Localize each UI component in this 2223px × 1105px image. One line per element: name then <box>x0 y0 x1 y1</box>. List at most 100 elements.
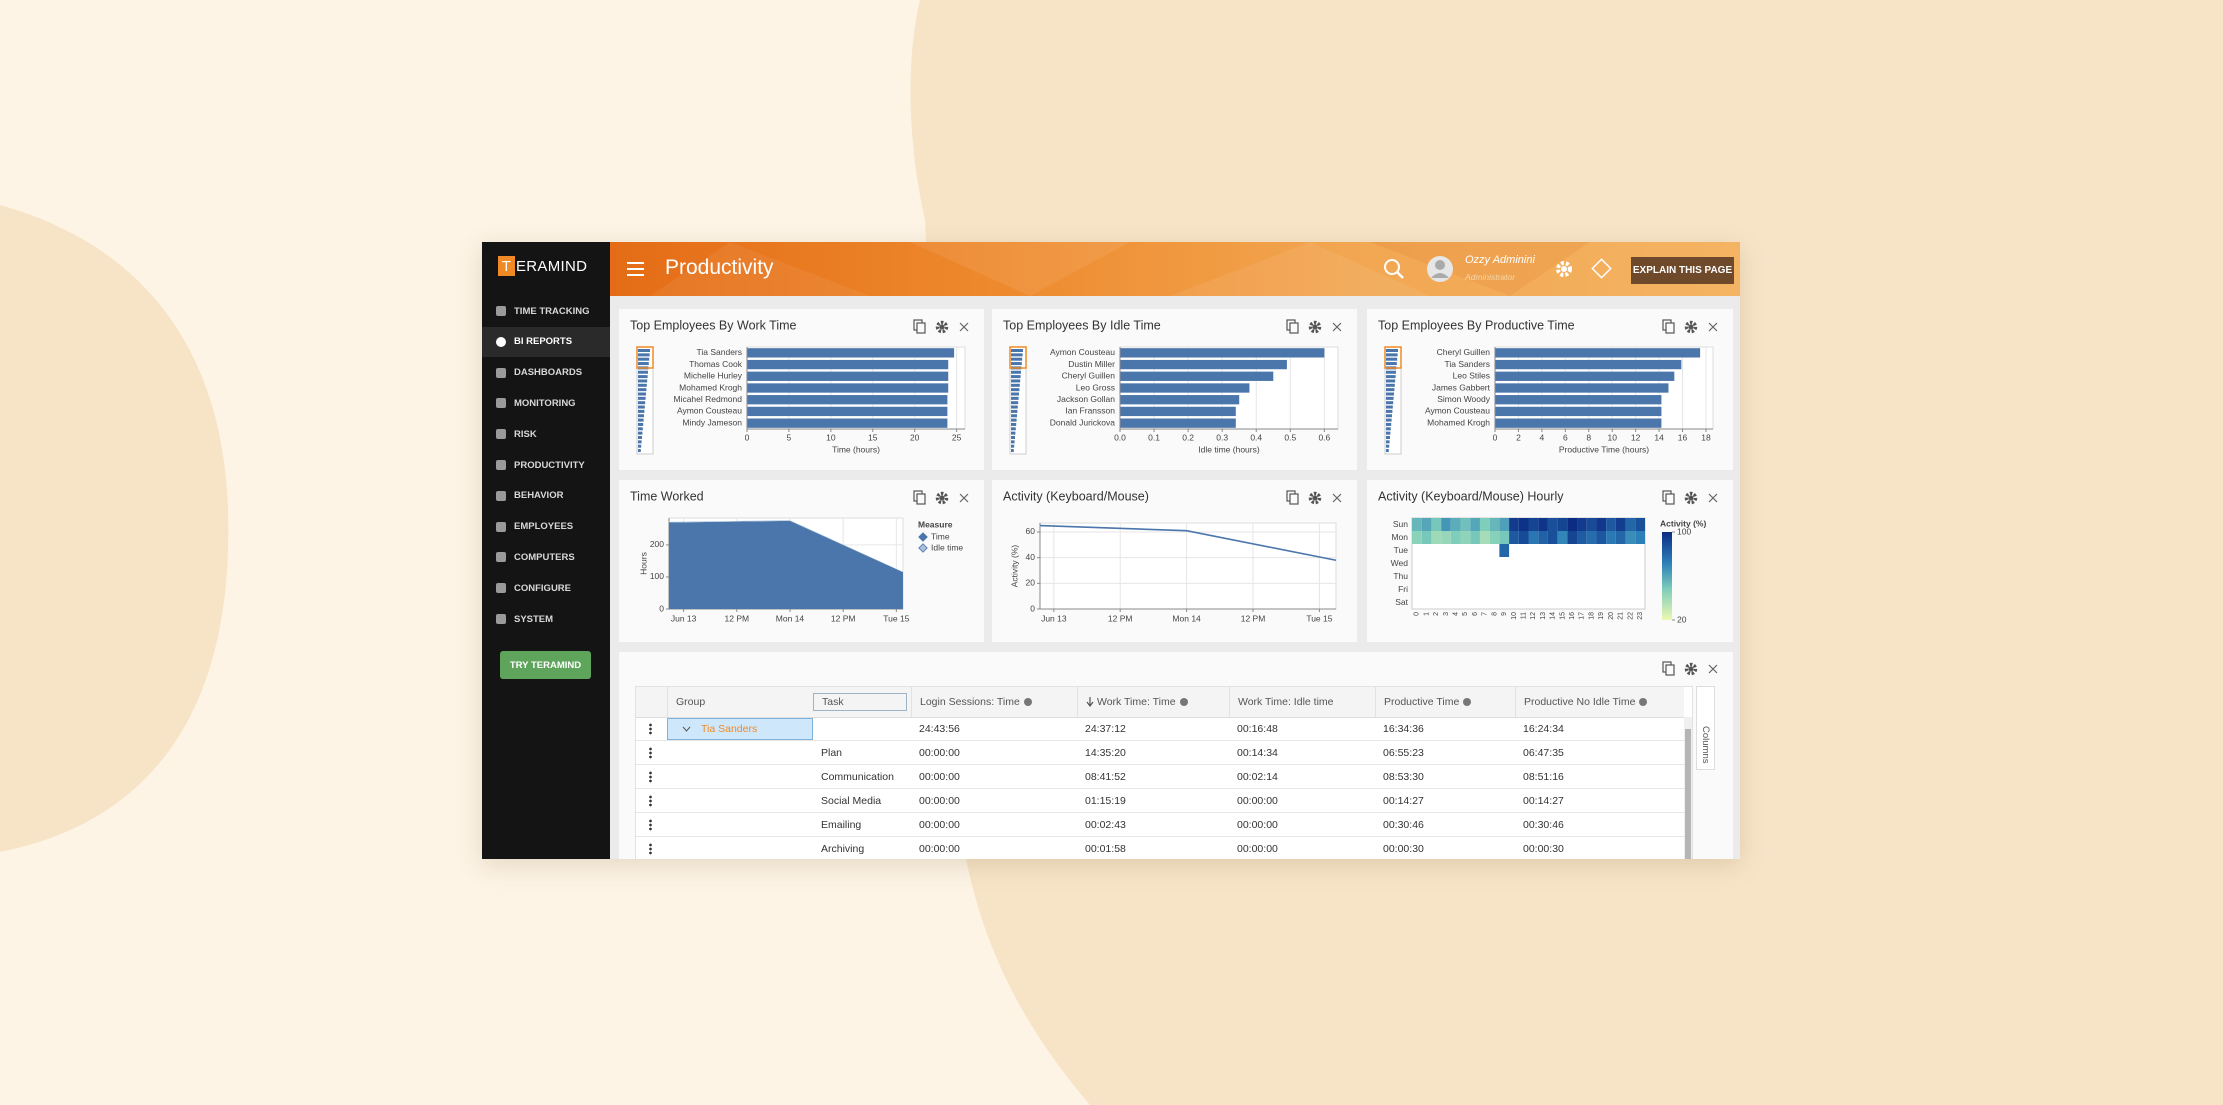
row-menu[interactable] <box>636 717 667 741</box>
user-name[interactable]: Ozzy Adminini <box>1465 254 1535 266</box>
heat-cell <box>1538 531 1548 544</box>
sidebar: T ERAMIND TRY TERAMIND TIME TRACKING BI R… <box>482 242 610 859</box>
copy-icon[interactable] <box>1665 493 1675 505</box>
search-icon[interactable] <box>1396 271 1404 279</box>
heat-cell <box>1625 531 1636 544</box>
settings-icon[interactable] <box>1688 495 1694 501</box>
settings-icon[interactable] <box>1688 666 1694 672</box>
overview-bar <box>1386 349 1398 352</box>
settings-icon[interactable] <box>1556 261 1572 277</box>
close-icon[interactable] <box>1708 664 1718 674</box>
value-cell: 00:00:00 <box>919 843 960 855</box>
column-header[interactable]: Productive No Idle Time <box>1515 687 1684 717</box>
settings-icon[interactable] <box>939 495 945 501</box>
settings-icon[interactable] <box>1312 495 1318 501</box>
menu-item[interactable]: COMPUTERS <box>482 542 610 572</box>
column-header[interactable]: Work Time: Time <box>1077 687 1229 717</box>
menu-item[interactable]: MONITORING <box>482 388 610 418</box>
settings-icon[interactable] <box>1308 320 1322 334</box>
row-menu[interactable] <box>636 741 667 765</box>
value-cell: 01:15:19 <box>1085 795 1126 807</box>
heat-cell <box>1538 518 1548 531</box>
columns-tab[interactable]: Columns <box>1696 686 1715 770</box>
overview-window[interactable] <box>1009 346 1027 369</box>
overview-bar <box>1386 396 1394 400</box>
table-header: Group Task Login Sessions: Time Work Time: … <box>636 687 1684 718</box>
settings-icon[interactable] <box>1684 662 1698 676</box>
settings-icon[interactable] <box>935 320 949 334</box>
try-button[interactable]: TRY TERAMIND <box>500 651 591 679</box>
settings-icon[interactable] <box>939 324 945 330</box>
menu-item[interactable]: EMPLOYEES <box>482 512 610 542</box>
copy-icon[interactable] <box>1289 322 1299 334</box>
column-header[interactable]: Work Time: Idle time <box>1229 687 1375 717</box>
close-icon[interactable] <box>1332 322 1342 332</box>
close-icon[interactable] <box>1708 493 1718 503</box>
group-cell[interactable]: Tia Sanders <box>667 718 813 740</box>
column-header[interactable]: Group <box>667 687 813 717</box>
menu-item[interactable]: RISK <box>482 419 610 449</box>
column-header[interactable]: Productive Time <box>1375 687 1515 717</box>
menu-icon[interactable] <box>627 274 644 276</box>
menu-item[interactable]: TIME TRACKING <box>482 296 610 326</box>
logo[interactable]: T ERAMIND <box>498 256 587 276</box>
copy-icon[interactable] <box>1665 664 1675 676</box>
y-tick-label: 0 <box>1030 603 1035 613</box>
heat-cell <box>1499 518 1510 531</box>
settings-icon[interactable] <box>1561 266 1567 272</box>
settings-icon[interactable] <box>1308 491 1322 505</box>
menu-item[interactable]: SYSTEM <box>482 604 610 634</box>
value-cell: 00:00:00 <box>1237 795 1278 807</box>
scrollbar-thumb[interactable] <box>1685 729 1691 859</box>
column-header[interactable]: Task <box>813 693 907 711</box>
value-cell: 00:14:27 <box>1523 795 1564 807</box>
search-icon[interactable] <box>1384 259 1400 275</box>
close-icon[interactable] <box>959 493 969 503</box>
bar <box>1495 348 1701 358</box>
menu-item[interactable]: BEHAVIOR <box>482 481 610 511</box>
settings-icon[interactable] <box>1684 320 1698 334</box>
settings-icon[interactable] <box>935 491 949 505</box>
x-tick-label: 9 <box>1501 612 1508 616</box>
menu-item[interactable]: CONFIGURE <box>482 573 610 603</box>
menu-icon[interactable] <box>627 262 644 264</box>
close-icon[interactable] <box>1332 493 1342 503</box>
row-menu[interactable] <box>636 765 667 789</box>
overview-bar <box>1386 392 1394 396</box>
row-menu[interactable] <box>636 837 667 859</box>
copy-icon[interactable] <box>916 493 926 505</box>
close-icon[interactable] <box>959 322 969 332</box>
explain-button[interactable]: EXPLAIN THIS PAGE <box>1631 257 1734 284</box>
row-menu[interactable] <box>636 789 667 813</box>
x-tick-label: 18 <box>1701 432 1711 442</box>
bar <box>1495 418 1662 428</box>
settings-icon[interactable] <box>1312 324 1318 330</box>
x-tick-label: 16 <box>1569 612 1576 620</box>
group-name: Tia Sanders <box>701 723 758 735</box>
settings-icon[interactable] <box>1688 324 1694 330</box>
x-tick-label: 21 <box>1618 612 1625 620</box>
alert-icon[interactable] <box>1591 258 1612 279</box>
row-separator <box>636 812 1684 813</box>
copy-icon[interactable] <box>916 322 926 334</box>
row-menu[interactable] <box>636 813 667 837</box>
menu-item[interactable]: DASHBOARDS <box>482 358 610 388</box>
overview-bar <box>1011 401 1019 405</box>
x-tick-label: 15 <box>868 432 878 442</box>
bar <box>747 359 949 370</box>
menu-icon[interactable] <box>627 268 644 270</box>
settings-icon[interactable] <box>1684 491 1698 505</box>
overview-window[interactable] <box>1384 346 1402 369</box>
menu-item[interactable]: BI REPORTS <box>482 326 610 357</box>
user-role: Administrator <box>1465 272 1516 282</box>
column-header[interactable]: Login Sessions: Time <box>911 687 1077 717</box>
copy-icon[interactable] <box>1665 322 1675 334</box>
close-icon[interactable] <box>1708 322 1718 332</box>
menu-item[interactable]: PRODUCTIVITY <box>482 450 610 480</box>
heat-cell <box>1470 531 1480 544</box>
x-tick-label: 6 <box>1472 612 1479 616</box>
copy-icon[interactable] <box>1289 493 1299 505</box>
overview-bar <box>638 405 645 409</box>
x-tick-label: 8 <box>1491 612 1498 616</box>
overview-window[interactable] <box>636 346 654 369</box>
